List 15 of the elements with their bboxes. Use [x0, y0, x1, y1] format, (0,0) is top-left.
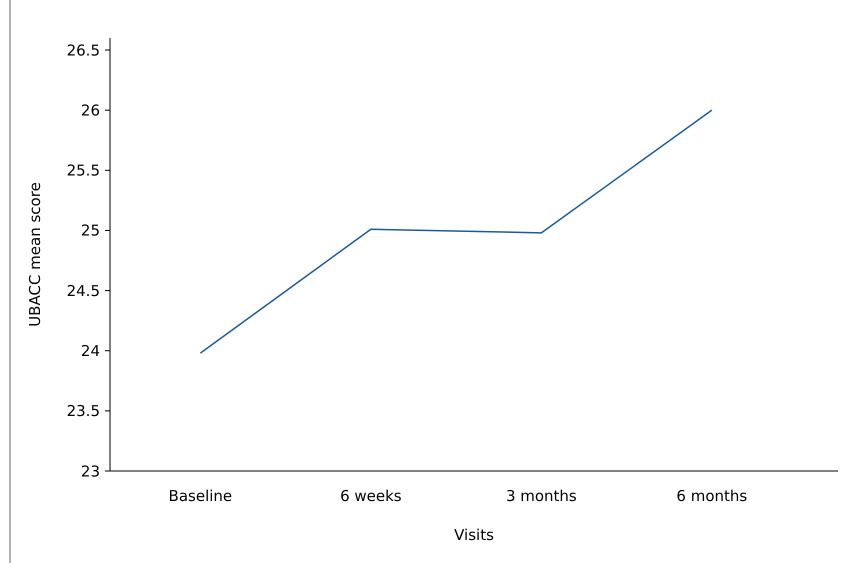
- y-tick-label: 23: [80, 462, 100, 480]
- x-tick-label: 6 weeks: [340, 487, 402, 505]
- y-tick-label: 24.5: [66, 282, 100, 300]
- x-tick-label: 3 months: [506, 487, 577, 505]
- x-tick-label: Baseline: [168, 487, 232, 505]
- x-axis-title: Visits: [454, 526, 494, 544]
- y-tick-label: 26.5: [66, 41, 100, 60]
- y-tick-label: 25.5: [66, 162, 100, 180]
- x-tick-label: 6 months: [676, 487, 748, 505]
- y-tick-label: 24: [80, 342, 100, 360]
- y-tick-label: 23.5: [66, 402, 100, 420]
- y-tick-label: 25: [80, 222, 100, 240]
- y-tick-label: 26: [80, 101, 100, 120]
- y-axis-title: UBACC mean score: [26, 182, 44, 327]
- line-series: [200, 109, 713, 354]
